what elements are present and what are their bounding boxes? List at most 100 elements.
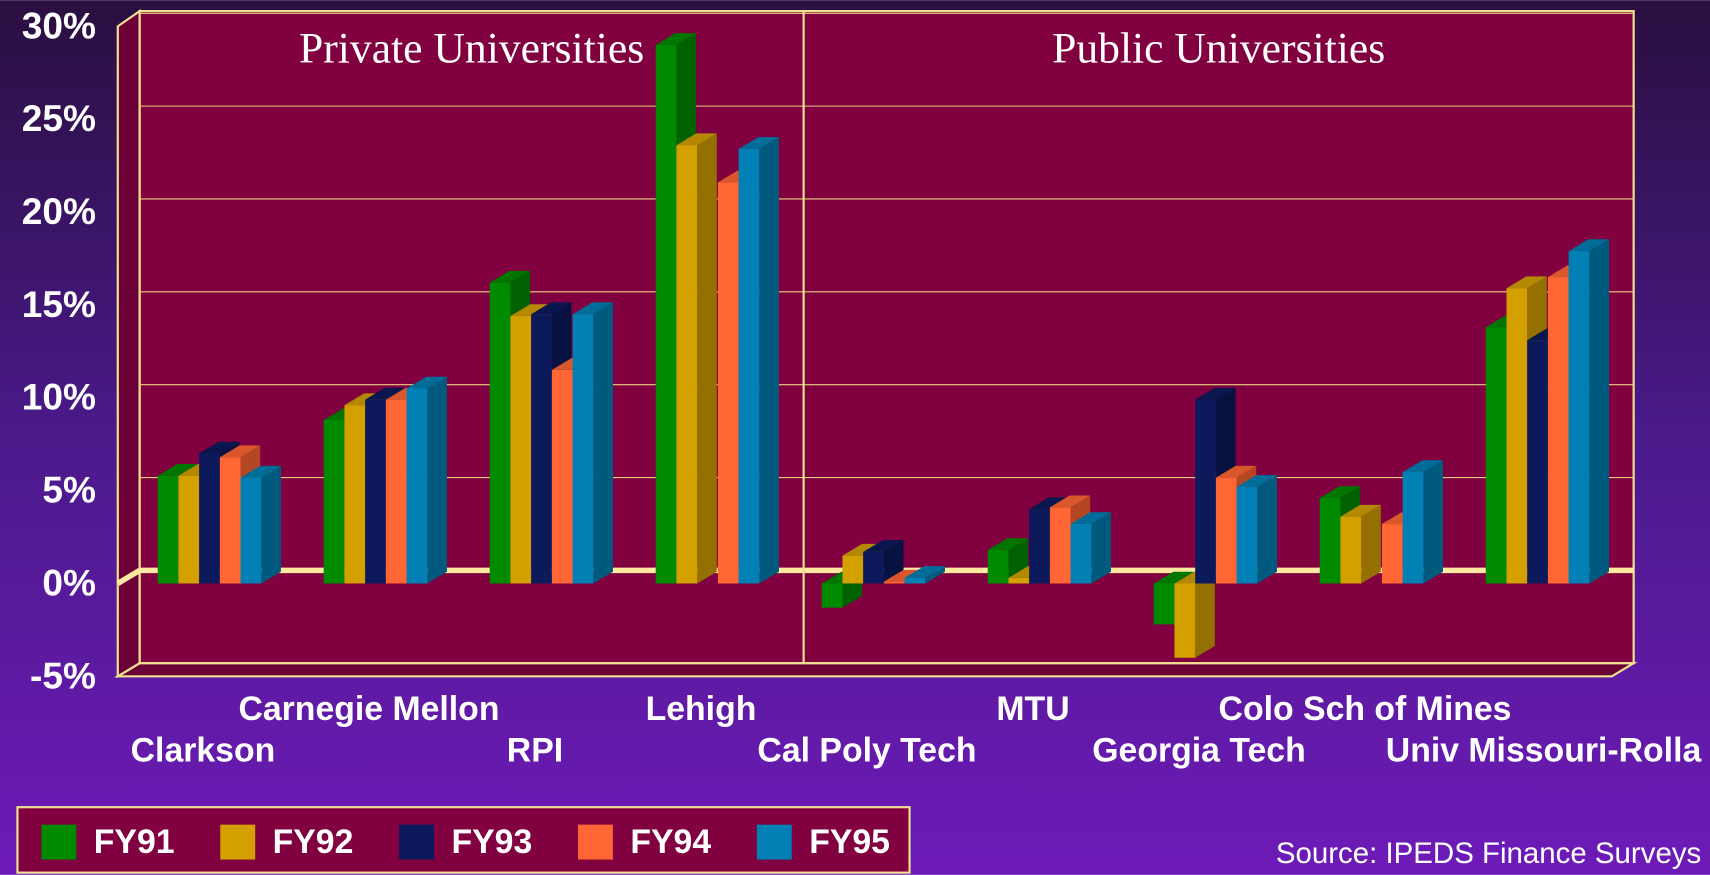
bar-top <box>1153 571 1195 584</box>
zero-line-side <box>116 568 141 586</box>
bar-front <box>157 475 179 584</box>
bar <box>406 376 447 584</box>
bar-front <box>1319 498 1341 584</box>
bar-top <box>1506 276 1547 289</box>
x-tick-label: MTU <box>996 690 1069 728</box>
bar-side <box>1257 475 1277 584</box>
bar-front <box>1195 399 1216 584</box>
legend-swatch <box>41 824 77 860</box>
bar-front <box>1236 486 1258 584</box>
bar <box>863 540 904 584</box>
bar-front <box>1527 340 1548 584</box>
y-tick-label: -5% <box>30 654 96 696</box>
x-tick-label: Colo Sch of Mines <box>1219 690 1512 728</box>
legend-label: FY95 <box>809 823 890 861</box>
bar-front <box>365 399 386 584</box>
x-tick-label: Univ Missouri-Rolla <box>1386 732 1703 770</box>
bar-front <box>904 577 926 584</box>
bar <box>676 133 717 584</box>
bar-front <box>489 282 511 584</box>
floor <box>113 662 1638 678</box>
bar-side <box>1195 571 1215 658</box>
legend-label: FY92 <box>273 823 354 861</box>
bar-front <box>1049 507 1071 584</box>
legend-swatch <box>220 824 256 860</box>
bar-front <box>842 555 864 584</box>
bar-top <box>510 304 551 317</box>
y-tick-label: 20% <box>22 190 96 232</box>
bar-front <box>551 369 573 584</box>
bar <box>738 137 779 584</box>
bar-top <box>676 133 717 146</box>
x-tick-label: Carnegie Mellon <box>238 690 499 728</box>
bar-top <box>489 270 531 283</box>
bar-top <box>655 33 697 45</box>
bar-top <box>738 137 779 149</box>
bar-top <box>365 387 406 400</box>
bar-side <box>925 566 945 584</box>
bar-front <box>1381 524 1403 584</box>
bar-front <box>510 316 532 584</box>
bar-top <box>531 302 572 315</box>
bar-top <box>1402 460 1443 473</box>
bar-front <box>385 399 407 584</box>
bar-top <box>240 465 281 478</box>
bar-front <box>240 477 262 584</box>
bar-top <box>987 538 1029 551</box>
y-tick-label: 0% <box>42 561 96 603</box>
bar-side <box>1589 239 1610 584</box>
bar-front <box>1402 472 1424 584</box>
legend-swatch <box>577 824 613 860</box>
x-tick-label: RPI <box>507 732 563 770</box>
x-tick-label: Lehigh <box>646 690 757 728</box>
bar-side <box>883 540 904 584</box>
bar-top <box>1049 495 1091 508</box>
bar-front <box>821 583 843 608</box>
bar-top <box>1029 497 1070 510</box>
bar <box>904 566 945 584</box>
bar-front <box>323 420 345 584</box>
bar-top <box>406 376 447 389</box>
bar-side <box>1091 512 1111 584</box>
legend-box <box>16 806 911 874</box>
bar-front <box>987 550 1009 584</box>
bar-front <box>1547 277 1569 584</box>
bar-front <box>344 405 366 584</box>
bar <box>1070 512 1111 584</box>
y-tick-label: 30% <box>22 4 96 46</box>
bar-top <box>1070 512 1111 525</box>
bar <box>1236 475 1277 584</box>
bar-side <box>697 133 717 584</box>
bar-front <box>219 457 241 584</box>
legend-label: FY93 <box>451 823 532 861</box>
bar-front <box>178 475 200 584</box>
bar <box>1568 239 1610 584</box>
bar-front <box>1174 583 1196 658</box>
bar-front <box>655 44 677 584</box>
bar-front <box>1029 509 1050 584</box>
bar-front <box>1008 577 1030 584</box>
legend-swatch <box>399 824 435 860</box>
bar-top <box>572 302 613 315</box>
bar <box>240 465 281 584</box>
bar-front <box>572 314 594 584</box>
x-tick-label: Clarkson <box>131 732 276 770</box>
bar-front <box>1568 251 1590 584</box>
bar-front <box>1340 516 1362 584</box>
legend-swatch <box>756 824 792 860</box>
bar-top <box>1236 475 1277 487</box>
bar-front <box>1070 524 1092 584</box>
bar-front <box>199 453 220 584</box>
bar-top <box>1340 504 1381 517</box>
source: Source: IPEDS Finance Surveys <box>1276 837 1701 870</box>
plot-area <box>113 8 1638 679</box>
side-wall <box>116 8 141 679</box>
bar-front <box>883 581 905 584</box>
bar-top <box>1215 465 1257 478</box>
bar <box>572 302 613 584</box>
group-label: Public Universities <box>1052 25 1385 73</box>
bar-side <box>261 465 281 584</box>
bar-top <box>1319 486 1361 499</box>
bar-side <box>427 376 447 584</box>
